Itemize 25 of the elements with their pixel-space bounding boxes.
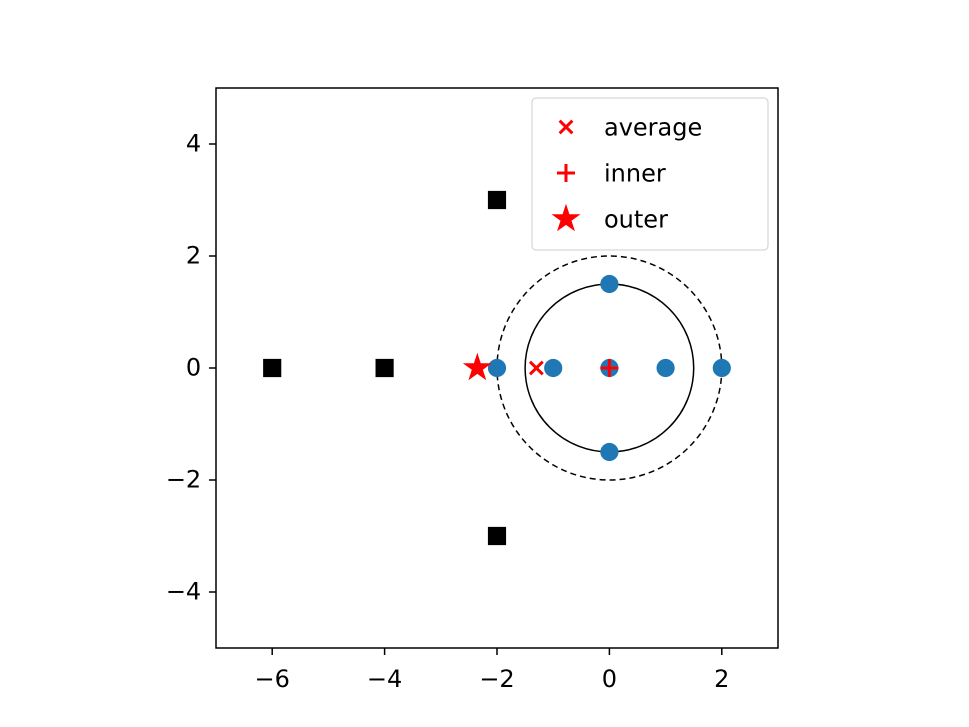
x-tick-label: −6 <box>254 664 290 693</box>
y-tick-label: 2 <box>186 242 202 270</box>
x-tick-label: −2 <box>479 664 515 693</box>
point <box>488 190 506 210</box>
point <box>656 358 675 378</box>
legend-label: outer <box>604 205 668 234</box>
legend-label: average <box>604 113 702 142</box>
point <box>376 358 394 378</box>
point <box>462 352 492 380</box>
y-tick-label: 0 <box>186 354 202 382</box>
x-tick-label: 0 <box>602 664 618 693</box>
y-tick-label: −4 <box>166 578 202 606</box>
point <box>263 358 282 378</box>
point <box>488 358 506 378</box>
point <box>600 442 618 462</box>
point <box>712 358 731 378</box>
y-tick-label: 4 <box>186 130 202 158</box>
x-tick-label: 2 <box>714 664 730 693</box>
point <box>544 358 562 378</box>
point <box>488 526 506 546</box>
x-tick-label: −4 <box>366 664 402 693</box>
point <box>528 360 544 376</box>
legend-label: inner <box>604 159 666 188</box>
point <box>600 274 618 294</box>
y-tick-label: −2 <box>166 466 202 494</box>
